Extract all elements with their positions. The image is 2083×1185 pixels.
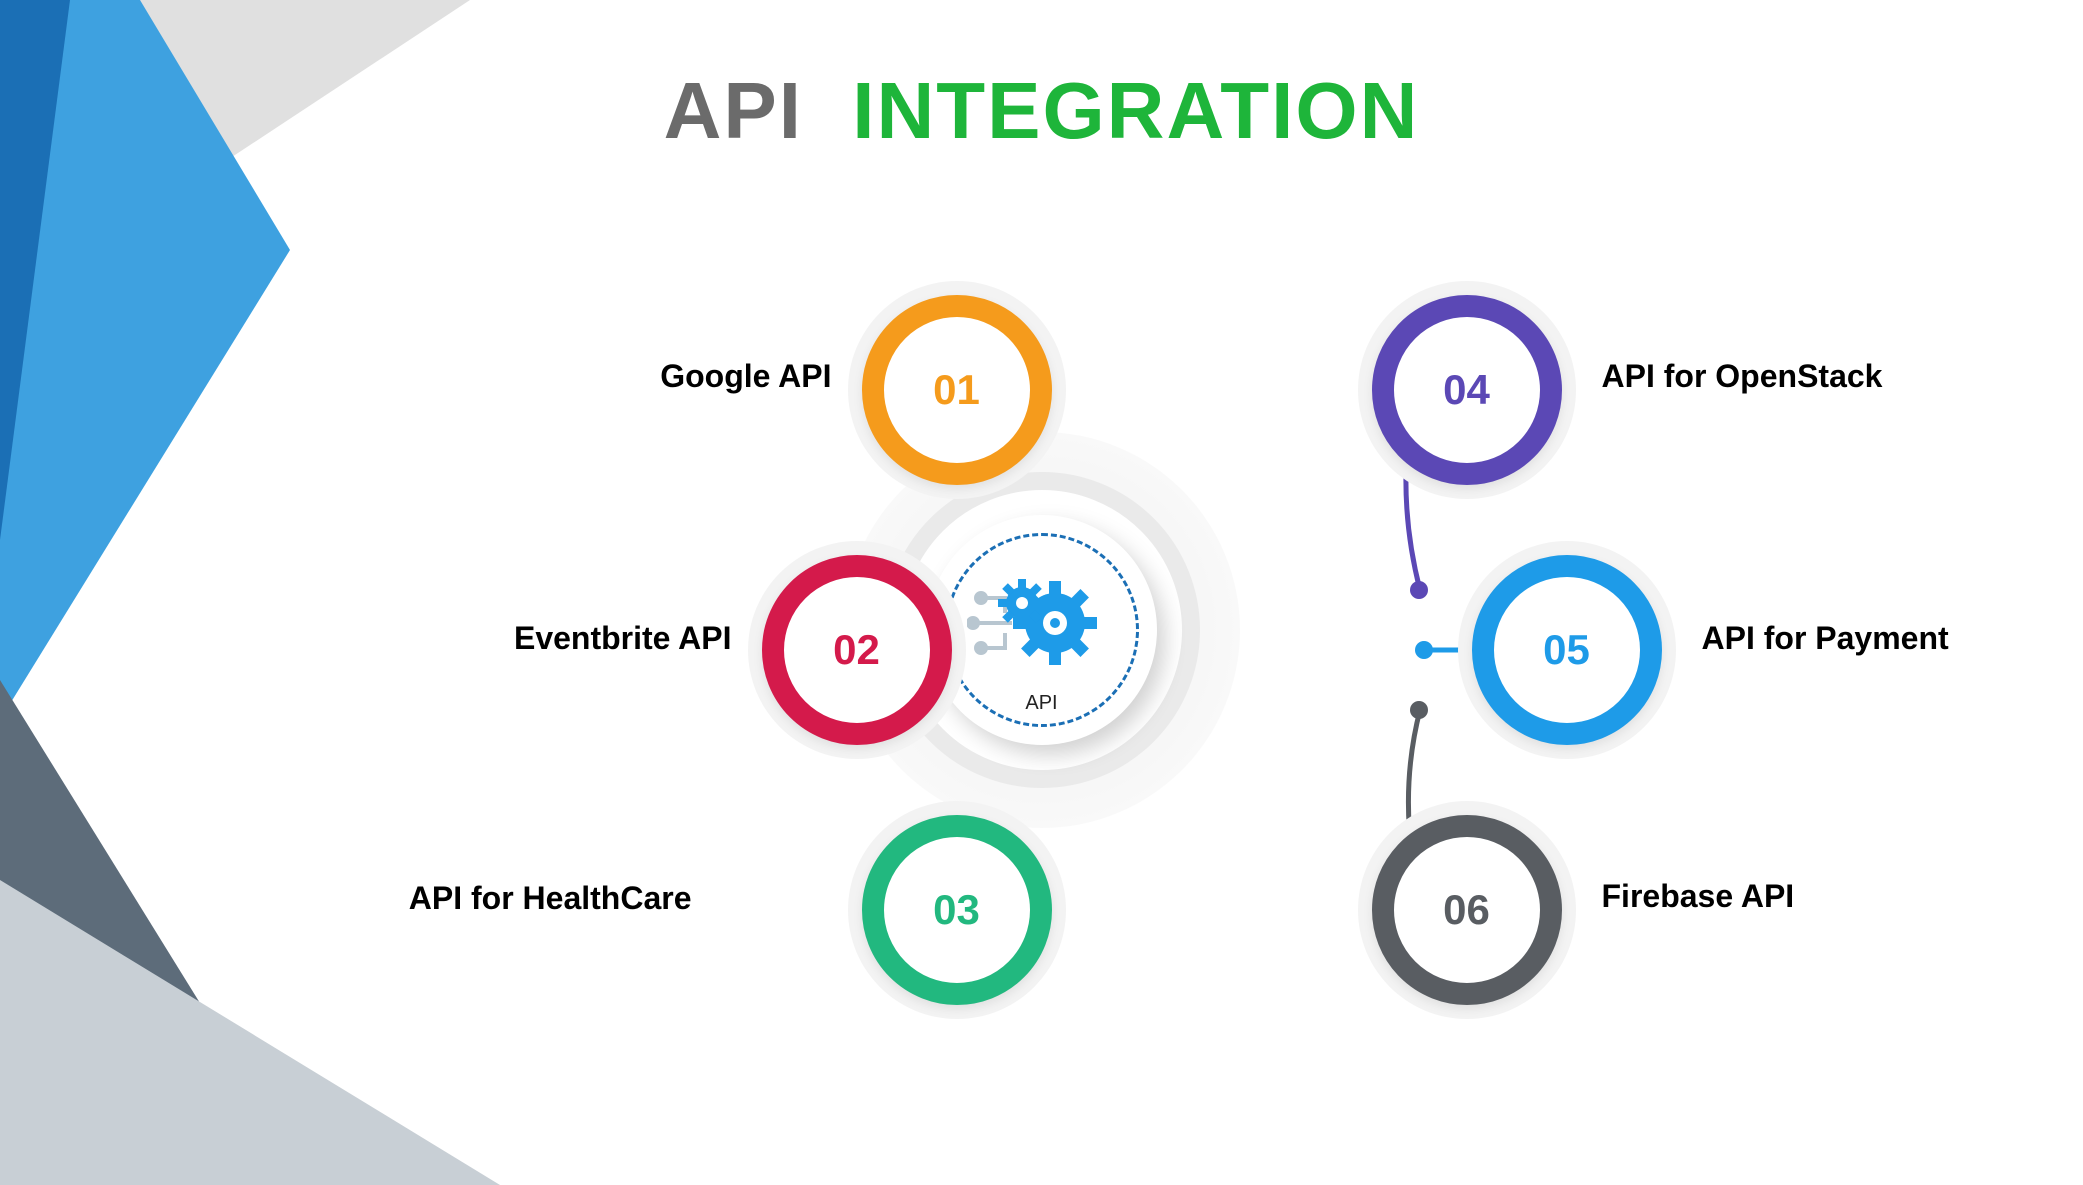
node-label-06: Firebase API bbox=[1602, 878, 1795, 915]
node-label-04: API for OpenStack bbox=[1602, 358, 1883, 395]
node-number: 02 bbox=[833, 626, 880, 674]
dot-6 bbox=[1410, 701, 1428, 719]
node-label-01: Google API bbox=[660, 358, 831, 395]
node-inner: 01 bbox=[892, 325, 1022, 455]
dot-5 bbox=[1415, 641, 1433, 659]
page-title: API INTEGRATION bbox=[664, 65, 1420, 157]
diagram: API 01 Google API 02 Eventbrite API 03 API fo… bbox=[392, 250, 1692, 1010]
node-number: 04 bbox=[1443, 366, 1490, 414]
node-number: 03 bbox=[933, 886, 980, 934]
title-part1: API bbox=[664, 66, 803, 155]
node-number: 05 bbox=[1543, 626, 1590, 674]
node-02: 02 bbox=[762, 555, 952, 745]
node-05: 05 bbox=[1472, 555, 1662, 745]
node-number: 06 bbox=[1443, 886, 1490, 934]
dot-4 bbox=[1410, 581, 1428, 599]
hub-label: API bbox=[1025, 692, 1057, 715]
node-03: 03 bbox=[862, 815, 1052, 1005]
node-inner: 02 bbox=[792, 585, 922, 715]
title-part2: INTEGRATION bbox=[852, 66, 1419, 155]
node-number: 01 bbox=[933, 366, 980, 414]
node-label-02: Eventbrite API bbox=[514, 620, 732, 657]
node-inner: 03 bbox=[892, 845, 1022, 975]
node-06: 06 bbox=[1372, 815, 1562, 1005]
node-01: 01 bbox=[862, 295, 1052, 485]
node-label-03: API for HealthCare bbox=[409, 880, 692, 917]
node-04: 04 bbox=[1372, 295, 1562, 485]
gear-icon bbox=[967, 568, 1117, 683]
node-inner: 04 bbox=[1402, 325, 1532, 455]
node-inner: 06 bbox=[1402, 845, 1532, 975]
node-label-05: API for Payment bbox=[1702, 620, 1949, 657]
node-inner: 05 bbox=[1502, 585, 1632, 715]
